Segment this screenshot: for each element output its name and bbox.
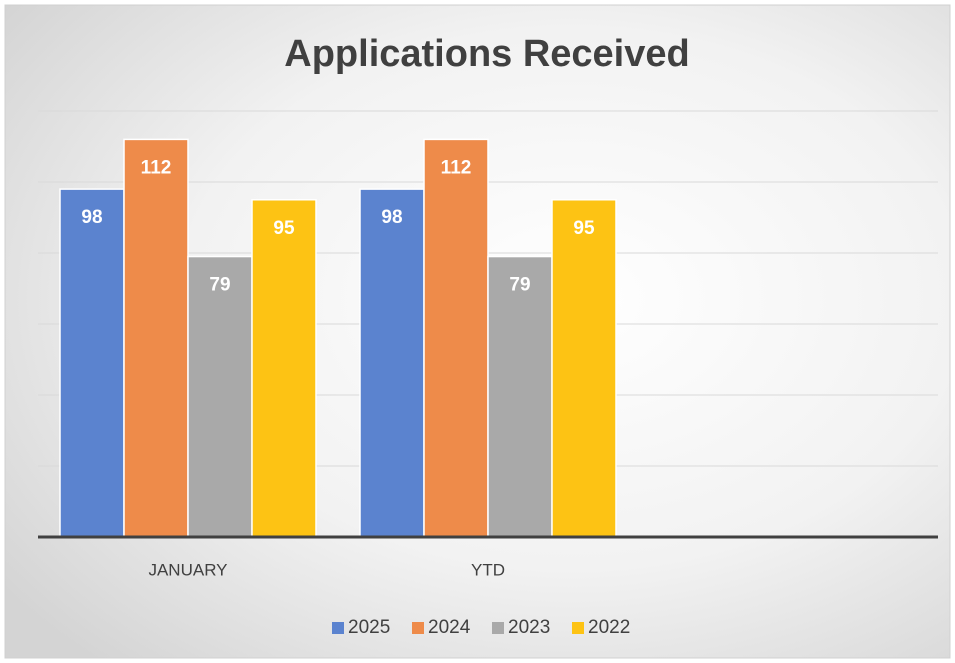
legend-swatch	[412, 622, 424, 634]
bar	[59, 188, 125, 538]
data-label: 95	[273, 218, 295, 239]
legend-swatch	[572, 622, 584, 634]
legend-swatch	[332, 622, 344, 634]
data-label: 98	[381, 207, 402, 228]
bar	[487, 255, 553, 538]
data-label: 79	[509, 275, 530, 296]
data-label: 95	[573, 218, 595, 239]
legend-swatch	[492, 622, 504, 634]
x-tick-label: JANUARY	[148, 560, 227, 579]
chart-title: Applications Received	[284, 33, 689, 75]
bar	[551, 199, 617, 538]
legend-label: 2023	[508, 617, 550, 638]
bar	[251, 199, 317, 538]
data-label: 112	[141, 157, 172, 178]
data-label: 79	[209, 275, 230, 296]
bar	[123, 138, 189, 538]
bar	[359, 188, 425, 538]
data-label: 112	[441, 157, 472, 178]
data-label: 98	[81, 207, 102, 228]
legend-label: 2022	[588, 617, 630, 638]
bar	[187, 255, 253, 538]
legend-label: 2024	[428, 617, 471, 638]
x-tick-label: YTD	[471, 560, 505, 579]
legend-label: 2025	[348, 617, 390, 638]
bar	[423, 138, 489, 538]
